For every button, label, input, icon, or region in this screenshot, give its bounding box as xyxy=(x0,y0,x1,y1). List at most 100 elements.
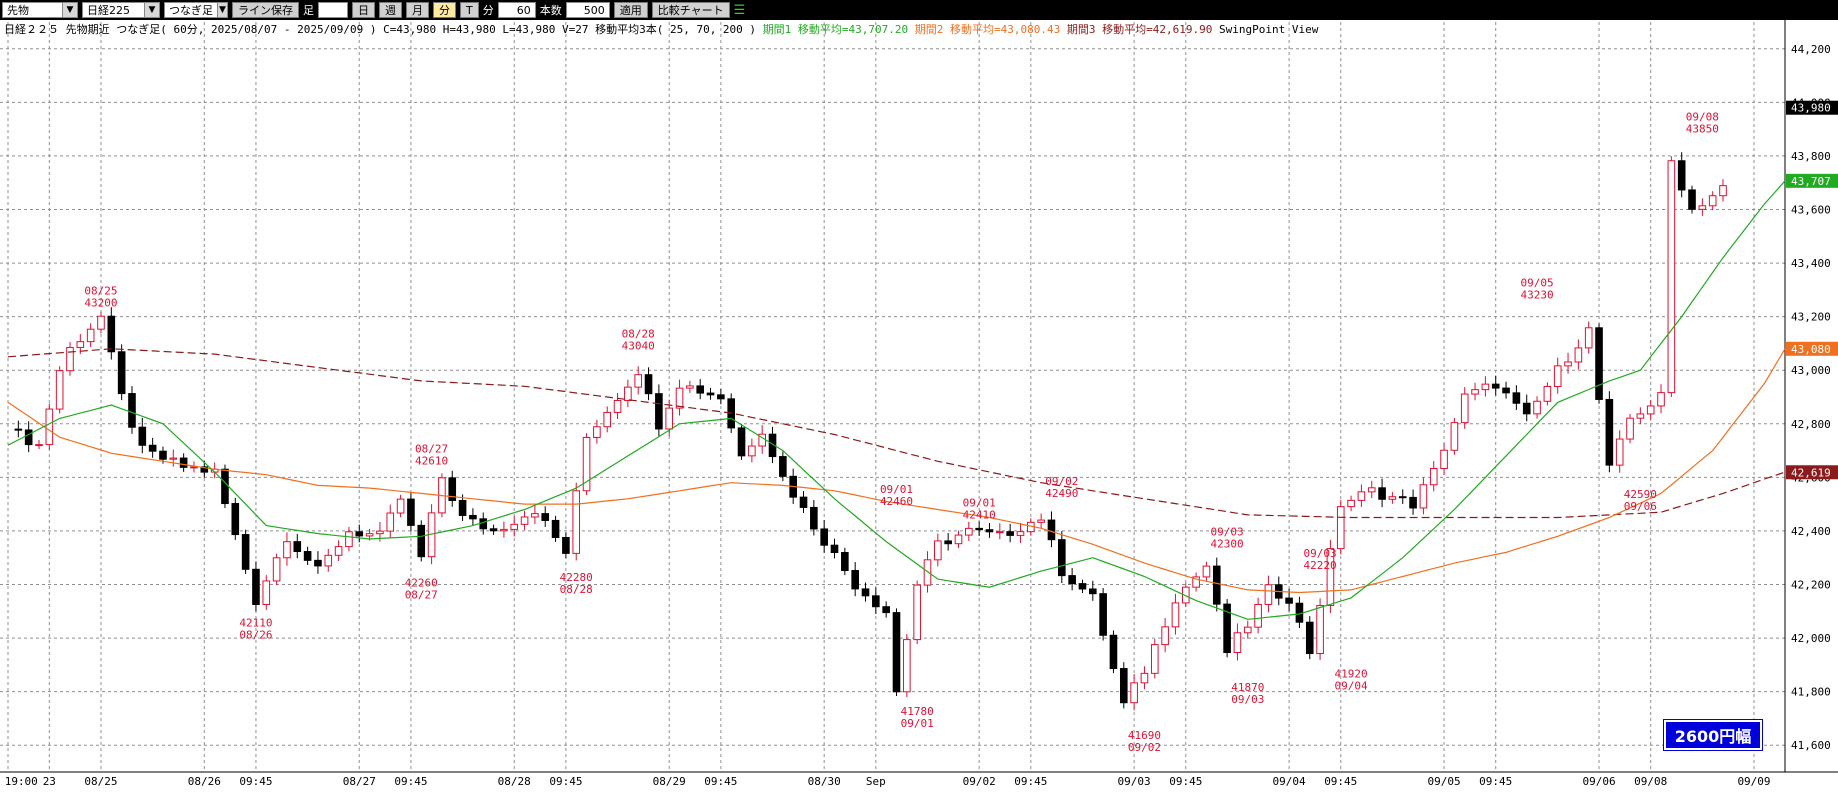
candle-body xyxy=(644,374,653,395)
market-select[interactable]: 先物 ▼ xyxy=(2,2,78,18)
y-tick-label: 42,400 xyxy=(1791,525,1831,538)
swing-label-price: 42280 xyxy=(560,571,593,584)
x-tick-label: 09/09 xyxy=(1737,775,1770,788)
candle-body xyxy=(14,428,23,431)
x-tick-label: 09/02 xyxy=(963,775,996,788)
y-tick-label: 41,800 xyxy=(1791,686,1831,699)
candle-body xyxy=(1181,586,1190,604)
candle-body xyxy=(1708,195,1717,207)
minute-input[interactable]: 60 xyxy=(497,2,536,18)
candle-body xyxy=(1388,496,1397,500)
candle-body xyxy=(944,540,952,545)
last-price-tag-bg xyxy=(1786,100,1838,115)
candle-body xyxy=(500,528,508,532)
candle-body xyxy=(851,570,859,590)
candle-body xyxy=(386,512,395,532)
candle-body xyxy=(737,427,746,457)
candle-body xyxy=(748,445,756,457)
period-tick-button[interactable]: T xyxy=(460,2,479,18)
candle-body xyxy=(572,490,581,554)
swing-label-price: 43850 xyxy=(1686,123,1719,136)
candle-body xyxy=(35,444,43,447)
period-day-button[interactable]: 日 xyxy=(352,2,375,18)
candle-body xyxy=(1171,602,1180,628)
x-tick-label: 08/25 xyxy=(84,775,117,788)
candle-body xyxy=(24,429,33,446)
y-tick-label: 41,600 xyxy=(1791,739,1831,752)
candle-body xyxy=(76,341,85,348)
candle-body xyxy=(1564,361,1572,367)
swing-label-price: 42610 xyxy=(415,455,448,468)
x-tick-label: 09:45 xyxy=(704,775,737,788)
ma3-line xyxy=(7,348,1786,519)
swing-label-date: 08/27 xyxy=(415,443,448,456)
chevron-down-icon: ▼ xyxy=(62,3,77,17)
candle-body xyxy=(965,527,973,536)
swing-label-price: 42260 xyxy=(405,576,438,589)
candle-body xyxy=(148,444,157,452)
count-input[interactable]: 500 xyxy=(565,2,610,18)
candle-body xyxy=(1471,389,1479,395)
candle-body xyxy=(1595,327,1603,400)
ma3-tag-bg xyxy=(1786,465,1838,480)
swing-label-price: 41780 xyxy=(901,705,934,718)
x-tick-label: 09:45 xyxy=(1169,775,1202,788)
candle-body xyxy=(1409,496,1417,509)
candle-body xyxy=(1553,365,1562,387)
info-bar: 日経２２５ 先物期近 つなぎ足( 60分, 2025/08/07 - 2025/… xyxy=(4,21,1318,37)
candle-body xyxy=(510,523,519,530)
candle-body xyxy=(1460,393,1469,424)
candle-body xyxy=(1698,205,1707,210)
candle-body xyxy=(1326,548,1335,606)
candle-body xyxy=(582,436,591,492)
x-tick-label: 08/30 xyxy=(808,775,841,788)
candle-body xyxy=(882,606,890,614)
candle-body xyxy=(1719,185,1727,197)
x-tick-label: 09:45 xyxy=(1014,775,1047,788)
price-chart[interactable]: 41,60041,80042,00042,20042,40042,60042,8… xyxy=(0,20,1838,808)
candle-body xyxy=(1285,597,1293,604)
candle-body xyxy=(283,541,291,559)
candle-body xyxy=(293,541,302,553)
candle-body xyxy=(768,433,777,458)
ashi-input[interactable] xyxy=(318,2,348,18)
swing-label-date: 09/05 xyxy=(1520,277,1553,290)
menu-icon[interactable]: ☰ xyxy=(733,2,746,18)
apply-button[interactable]: 適用 xyxy=(613,2,648,18)
period-minute-button[interactable]: 分 xyxy=(433,2,456,18)
candle-body xyxy=(1574,347,1583,363)
candle-body xyxy=(86,328,95,343)
chevron-down-icon: ▼ xyxy=(217,3,227,17)
series-type-select[interactable]: つなぎ足 ▼ xyxy=(164,2,228,18)
candle-body xyxy=(1336,506,1345,550)
candle-body xyxy=(1016,531,1025,536)
compare-chart-button[interactable]: 比較チャート xyxy=(651,2,730,18)
candle-body xyxy=(417,524,426,558)
candle-body xyxy=(872,595,880,608)
candle-body xyxy=(779,456,787,477)
swing-label-price: 42490 xyxy=(1045,487,1078,500)
candle-body xyxy=(345,531,353,548)
candle-body xyxy=(365,533,374,537)
candle-body xyxy=(1584,327,1593,349)
toolbar: 先物 ▼ 日経225 ▼ つなぎ足 ▼ ライン保存 足 日 週 月 分 T 分 … xyxy=(0,0,1838,20)
swing-label-date: 08/27 xyxy=(405,588,438,601)
symbol-select[interactable]: 日経225 ▼ xyxy=(82,2,160,18)
candle-body xyxy=(117,351,126,395)
swing-label-date: 09/08 xyxy=(1686,111,1719,124)
candle-body xyxy=(923,559,932,586)
x-tick-label: 09:45 xyxy=(549,775,582,788)
candle-body xyxy=(520,516,529,525)
candle-body xyxy=(1646,405,1655,415)
line-save-button[interactable]: ライン保存 xyxy=(232,2,299,18)
x-tick-label: 08/27 xyxy=(343,775,376,788)
period-week-button[interactable]: 週 xyxy=(379,2,402,18)
swing-label-price: 43230 xyxy=(1520,289,1553,302)
swing-label-date: 09/03 xyxy=(1304,547,1337,560)
info-ma2: 期間2 移動平均=43,080.43 xyxy=(914,23,1061,36)
swing-label-date: 09/01 xyxy=(963,496,996,509)
swing-label-price: 42410 xyxy=(963,508,996,521)
period-month-button[interactable]: 月 xyxy=(406,2,429,18)
candle-body xyxy=(541,513,550,521)
candle-body xyxy=(1636,413,1645,419)
